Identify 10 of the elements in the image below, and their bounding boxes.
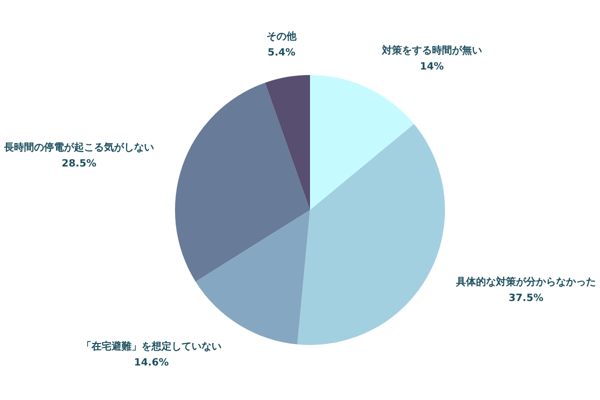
slice-label: 対策をする時間が無い bbox=[380, 44, 482, 56]
data-label: 28.5% bbox=[62, 158, 96, 170]
data-label: 14.6% bbox=[134, 358, 169, 369]
slice-label: 長時間の停電が起こる気がしない bbox=[3, 141, 154, 154]
slice-label: 「在宅避難」を想定していない bbox=[81, 340, 222, 353]
data-label: 37.5% bbox=[508, 292, 544, 304]
data-label: 5.4% bbox=[268, 48, 296, 59]
slice-label: その他 bbox=[266, 30, 298, 43]
data-label: 14% bbox=[420, 61, 444, 72]
slice-label: 具体的な対策が分からなかった bbox=[455, 276, 596, 288]
